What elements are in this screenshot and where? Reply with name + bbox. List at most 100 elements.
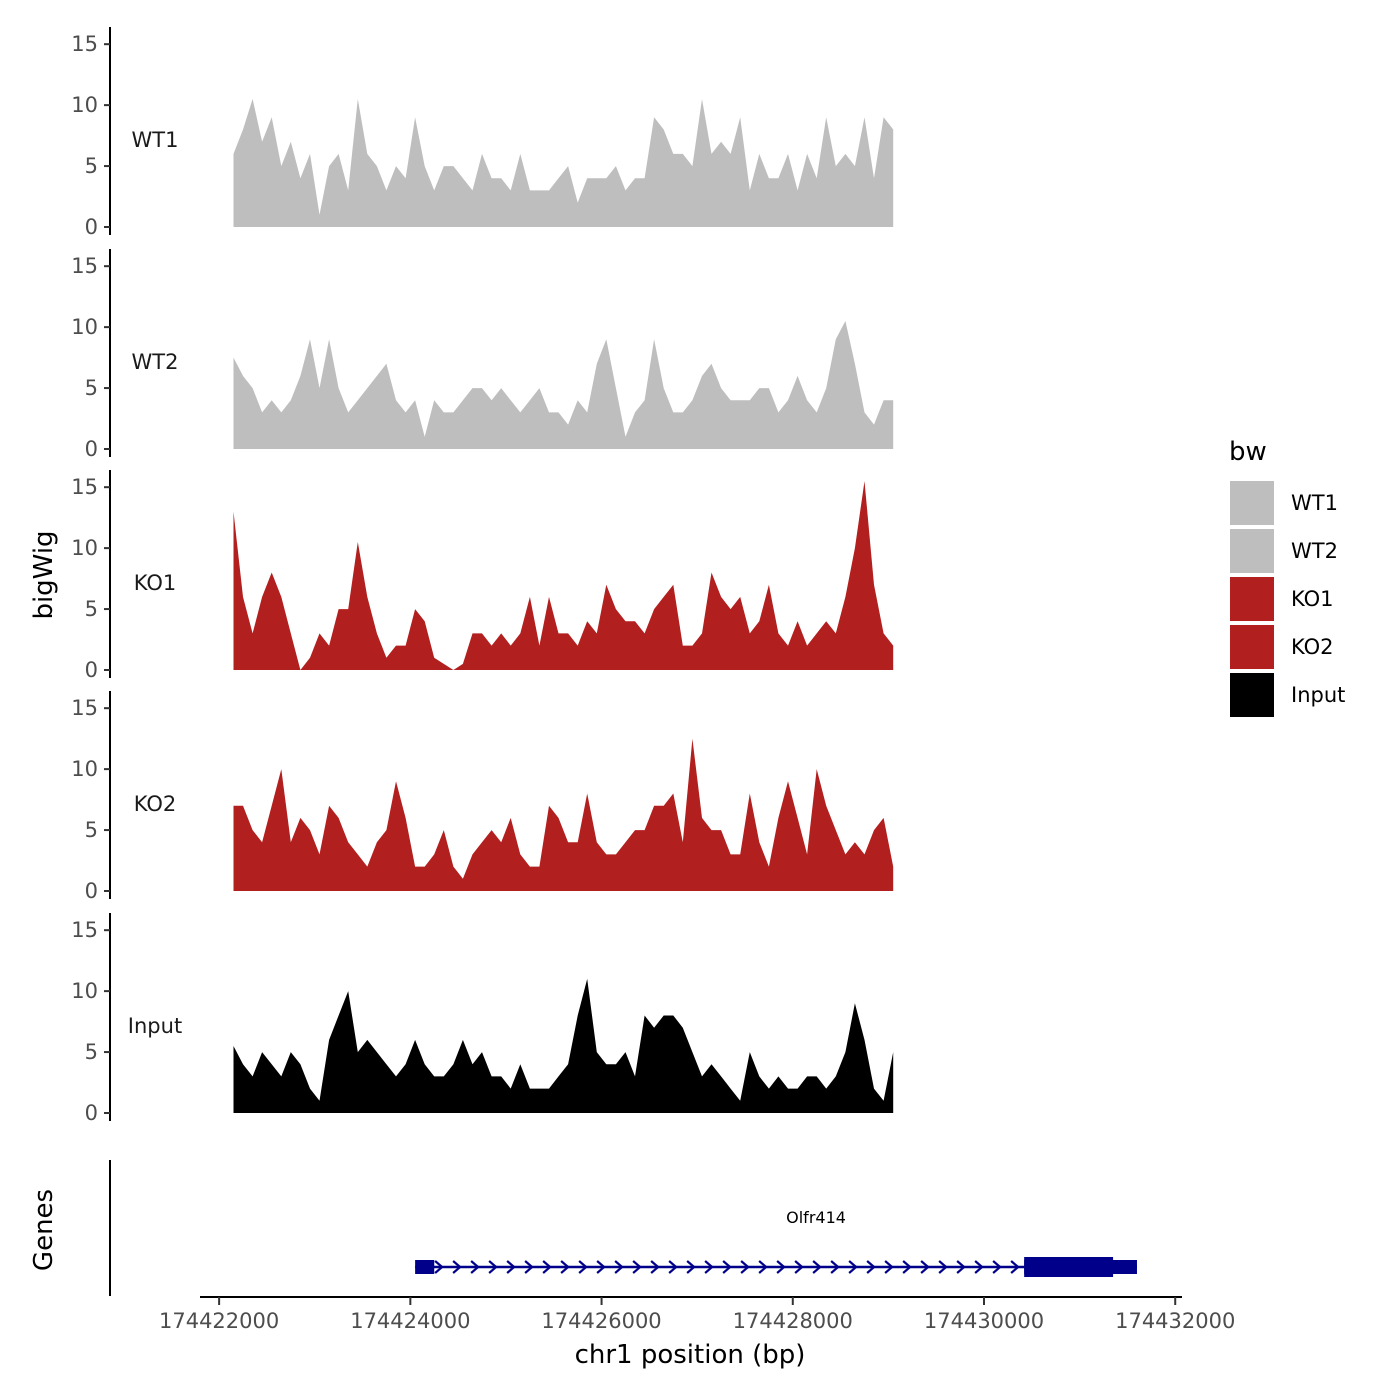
legend-swatch	[1228, 575, 1276, 623]
strand-arrow	[902, 1260, 912, 1274]
x-tick-label: 174428000	[733, 1309, 853, 1333]
track-ko2: 0 5 10 15 KO2	[71, 691, 894, 903]
strand-arrow	[488, 1260, 498, 1274]
y-tick-label: 15	[71, 254, 98, 278]
coverage-area-ko2	[233, 738, 894, 891]
legend-item-wt2: WT2	[1228, 527, 1338, 575]
y-tick-label: 0	[85, 1101, 98, 1125]
x-tick-label: 174426000	[541, 1309, 661, 1333]
x-tick-label: 174424000	[350, 1309, 470, 1333]
y-tick-label: 15	[71, 696, 98, 720]
strand-arrow	[1010, 1260, 1020, 1274]
x-tick-label: 174432000	[1115, 1309, 1235, 1333]
strand-arrow	[470, 1260, 480, 1274]
track-wt1: 0 5 10 15 WT1	[71, 27, 894, 239]
track-label: KO1	[134, 571, 177, 595]
strand-arrow	[956, 1260, 966, 1274]
y-axis-title: bigWig	[29, 530, 59, 619]
coverage-tracks: 0 5 10 15 WT1 0 5 10 15 WT2 0 5 10 15 KO1 0 5 10 15 KO2 0 5 10…	[71, 27, 894, 1125]
legend-title: bw	[1229, 437, 1267, 467]
legend-item-ko1: KO1	[1228, 575, 1334, 623]
gene-name-label: Olfr414	[786, 1208, 846, 1227]
y-tick-label: 10	[71, 979, 98, 1003]
gene-cds	[1024, 1257, 1114, 1277]
coverage-area-ko1	[233, 481, 894, 670]
strand-arrow	[542, 1260, 552, 1274]
legend-item-ko2: KO2	[1228, 623, 1334, 671]
legend: bw WT1 WT2 KO1 KO2 Input	[1228, 437, 1345, 719]
strand-arrow	[506, 1260, 516, 1274]
track-ko1: 0 5 10 15 KO1	[71, 470, 894, 682]
coverage-area-input	[233, 978, 894, 1113]
y-tick-label: 5	[85, 154, 98, 178]
strand-arrow	[650, 1260, 660, 1274]
legend-label: KO1	[1291, 587, 1334, 611]
y-tick-label: 15	[71, 475, 98, 499]
strand-arrow	[578, 1260, 588, 1274]
strand-arrow	[758, 1260, 768, 1274]
legend-swatch	[1228, 623, 1276, 671]
y-tick-label: 15	[71, 32, 98, 56]
track-label: WT2	[132, 350, 179, 374]
strand-arrow	[848, 1260, 858, 1274]
strand-arrow	[866, 1260, 876, 1274]
strand-arrow	[668, 1260, 678, 1274]
y-tick-label: 10	[71, 93, 98, 117]
gene-exon	[415, 1260, 435, 1274]
x-axis-title: chr1 position (bp)	[575, 1340, 806, 1370]
legend-swatch	[1228, 671, 1276, 719]
y-tick-label: 10	[71, 757, 98, 781]
track-wt2: 0 5 10 15 WT2	[71, 249, 894, 461]
strand-arrow	[596, 1260, 606, 1274]
track-label: KO2	[134, 792, 177, 816]
y-tick-label: 5	[85, 1040, 98, 1064]
legend-label: Input	[1291, 683, 1345, 707]
strand-arrow	[740, 1260, 750, 1274]
strand-arrow	[722, 1260, 732, 1274]
strand-arrow	[794, 1260, 804, 1274]
legend-label: WT1	[1291, 491, 1338, 515]
strand-arrow	[830, 1260, 840, 1274]
x-tick-label: 174422000	[159, 1309, 279, 1333]
coverage-area-wt1	[233, 99, 894, 227]
track-input: 0 5 10 15 Input	[71, 913, 894, 1125]
y-tick-label: 0	[85, 658, 98, 682]
track-label: WT1	[132, 128, 179, 152]
legend-label: WT2	[1291, 539, 1338, 563]
strand-arrow	[776, 1260, 786, 1274]
y-tick-label: 5	[85, 597, 98, 621]
legend-item-wt1: WT1	[1228, 479, 1338, 527]
track-label: Input	[128, 1014, 182, 1038]
strand-arrow	[614, 1260, 624, 1274]
strand-arrow	[560, 1260, 570, 1274]
y-tick-label: 0	[85, 215, 98, 239]
y-tick-label: 10	[71, 536, 98, 560]
legend-label: KO2	[1291, 635, 1334, 659]
strand-arrow	[812, 1260, 822, 1274]
strand-arrow	[938, 1260, 948, 1274]
x-tick-label: 174430000	[924, 1309, 1044, 1333]
coverage-area-wt2	[233, 321, 894, 449]
strand-arrow	[434, 1260, 444, 1274]
strand-arrow	[920, 1260, 930, 1274]
y-tick-label: 5	[85, 818, 98, 842]
strand-arrow	[992, 1260, 1002, 1274]
strand-arrow	[524, 1260, 534, 1274]
legend-item-input: Input	[1228, 671, 1345, 719]
legend-swatch	[1228, 527, 1276, 575]
y-tick-label: 10	[71, 315, 98, 339]
y-tick-label: 15	[71, 918, 98, 942]
y-tick-label: 0	[85, 879, 98, 903]
strand-arrow	[632, 1260, 642, 1274]
y-tick-label: 5	[85, 376, 98, 400]
strand-arrow	[452, 1260, 462, 1274]
gene-track-title: Genes	[29, 1189, 59, 1271]
strand-arrow	[974, 1260, 984, 1274]
strand-arrow	[704, 1260, 714, 1274]
y-tick-label: 0	[85, 437, 98, 461]
x-axis: 174422000 174424000 174426000 174428000 1744…	[159, 1296, 1235, 1333]
strand-arrow	[686, 1260, 696, 1274]
legend-swatch	[1228, 479, 1276, 527]
gene-track: Olfr414	[109, 1160, 1137, 1296]
